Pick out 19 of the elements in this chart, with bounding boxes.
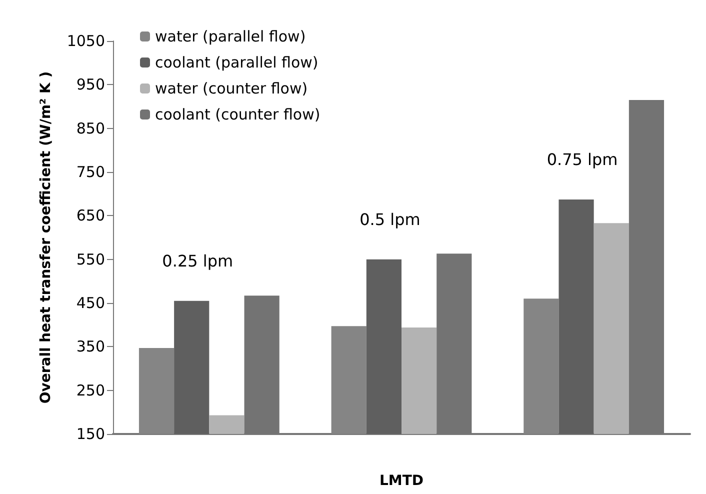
annotation: 0.5 lpm — [360, 210, 420, 229]
legend-label: water (counter flow) — [155, 80, 308, 98]
x-axis-title: LMTD — [379, 473, 424, 489]
y-tick-label: 1050 — [66, 32, 105, 50]
y-tick-label: 750 — [76, 163, 105, 181]
y-tick-label: 250 — [76, 381, 105, 400]
y-tick-label: 150 — [76, 425, 105, 443]
y-tick-label: 350 — [76, 338, 105, 356]
legend-label: water (parallel flow) — [155, 28, 306, 46]
y-tick-label: 550 — [76, 250, 105, 268]
y-tick-label: 650 — [76, 206, 105, 225]
legend-label: coolant (counter flow) — [155, 106, 320, 124]
y-axis-title: Overall heat transfer coefficient (W/m² K ) — [38, 71, 54, 404]
annotation: 0.25 lpm — [162, 251, 234, 270]
y-tick-label: 850 — [76, 119, 105, 138]
annotation: 0.75 lpm — [546, 150, 618, 170]
legend-label: coolant (parallel flow) — [155, 54, 318, 72]
y-tick-label: 450 — [76, 294, 105, 312]
y-tick-label: 950 — [76, 76, 105, 94]
